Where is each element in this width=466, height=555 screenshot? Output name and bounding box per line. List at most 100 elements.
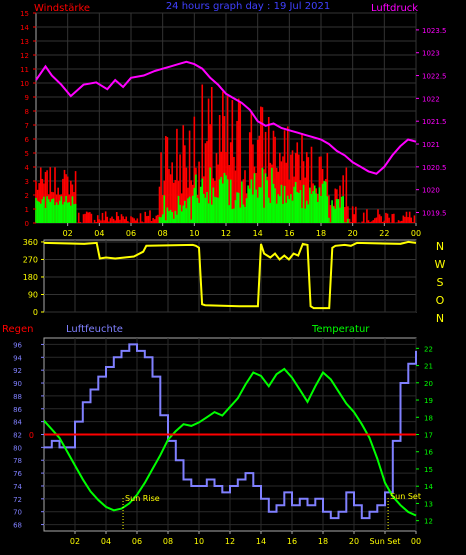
humidity-x-tick-label: 16 — [287, 537, 297, 546]
humidity-y-tick-label: 68 — [13, 522, 22, 530]
wind-x-tick-label: 08 — [158, 229, 168, 238]
humidity-y-tick-label: 90 — [13, 380, 22, 388]
wind-y-tick-label: 10 — [20, 80, 29, 88]
wind-y-tick-label: 3 — [25, 178, 29, 186]
humidity-y-tick-label: 88 — [13, 393, 22, 401]
humidity-x-tick-label: 00 — [411, 537, 421, 546]
pressure-y-tick-label: 1023.5 — [422, 27, 447, 35]
wind-x-tick-label: 12 — [221, 229, 231, 238]
temperature-y-tick-label: 17 — [424, 432, 433, 440]
humidity-temperature-panel: Regen Luftfeuchte Temperatur 68 70 72 74 76 7… — [2, 324, 433, 546]
wind-y-tick-label: 7 — [25, 122, 29, 130]
humidity-x-tick-label: Sun Set — [370, 537, 401, 546]
wind-x-tick-label: 02 — [63, 229, 73, 238]
wind-x-tick-label: 00 — [411, 229, 421, 238]
rain-axis-label: Regen — [2, 324, 34, 335]
wind-x-ticks: 02 04 06 08 10 12 14 16 18 20 22 00 — [63, 223, 421, 238]
humidity-y-tick-label: 72 — [13, 496, 22, 504]
humidity-x-tick-label: 08 — [163, 537, 173, 546]
wind-axis-label: Windstärke — [34, 3, 90, 14]
humidity-x-tick-label: 04 — [101, 537, 111, 546]
humidity-y-ticks: 68 70 72 74 76 78 80 82 84 86 88 90 92 94 96 — [13, 341, 44, 530]
sun-annotations: Sun Rise Sun Set — [122, 492, 421, 531]
wind-x-tick-label: 18 — [316, 229, 326, 238]
temperature-y-tick-label: 20 — [424, 380, 433, 388]
temperature-label: Temperatur — [311, 324, 370, 335]
temperature-y-tick-label: 13 — [424, 500, 433, 508]
humidity-y-tick-label: 80 — [13, 444, 22, 452]
direction-grid — [44, 240, 417, 313]
wind-x-tick-label: 14 — [253, 229, 263, 238]
wind-direction-line — [43, 240, 417, 310]
pressure-y-tick-label: 1022.5 — [422, 73, 447, 81]
humidity-y-tick-label: 70 — [13, 509, 22, 517]
wind-y-tick-label: 0 — [25, 220, 29, 228]
wind-x-tick-label: 16 — [284, 229, 294, 238]
temperature-y-tick-label: 15 — [424, 466, 433, 474]
humidity-x-tick-label: 02 — [70, 537, 80, 546]
humidity-label: Luftfeuchte — [66, 324, 123, 335]
wind-y-tick-label: 12 — [20, 52, 29, 60]
humidity-x-tick-label: 18 — [318, 537, 328, 546]
temperature-y-tick-label: 21 — [424, 363, 433, 371]
wind-y-tick-label: 8 — [25, 108, 29, 116]
wind-pressure-panel: Windstärke 24 hours graph day : 19 Jul 2… — [20, 1, 446, 238]
wind-x-tick-label: 06 — [126, 229, 136, 238]
pressure-y-tick-label: 1021 — [422, 141, 440, 149]
wind-y-tick-label: 13 — [20, 38, 29, 46]
humidity-x-tick-label: 10 — [194, 537, 204, 546]
humidity-y-tick-label: 82 — [13, 432, 22, 440]
wind-x-tick-label: 20 — [348, 229, 358, 238]
temperature-y-ticks: 12 13 14 15 16 17 18 19 20 21 22 — [416, 345, 433, 526]
humidity-x-ticks: 02 04 06 08 10 12 14 16 18 20 Sun Set 00 — [70, 531, 421, 546]
humidity-y-tick-label: 76 — [13, 470, 22, 478]
compass-label: W — [435, 258, 446, 271]
wind-x-tick-label: 04 — [94, 229, 104, 238]
wind-y-tick-label: 14 — [20, 24, 29, 32]
humidity-x-tick-label: 14 — [256, 537, 266, 546]
wind-y-tick-label: 6 — [25, 136, 30, 144]
humidity-y-tick-label: 94 — [13, 354, 22, 362]
pressure-y-tick-label: 1020.5 — [422, 164, 447, 172]
compass-label: O — [436, 294, 445, 307]
wind-bars — [35, 84, 416, 223]
humidity-grid — [44, 338, 417, 531]
compass-label: N — [436, 240, 444, 253]
wind-y-tick-label: 2 — [25, 192, 29, 200]
compass-label: S — [437, 276, 444, 289]
temperature-y-tick-label: 16 — [424, 449, 433, 457]
humidity-y-tick-label: 84 — [13, 419, 22, 427]
temperature-y-tick-label: 14 — [424, 483, 433, 491]
temperature-y-tick-label: 18 — [424, 414, 433, 422]
humidity-y-tick-label: 86 — [13, 406, 22, 414]
direction-y-ticks: 0 90 180 270 360 — [23, 238, 44, 317]
pressure-y-tick-label: 1019.5 — [422, 210, 447, 218]
pressure-y-tick-label: 1021.5 — [422, 118, 447, 126]
pressure-y-ticks: 1019.5 1020 1020.5 1021 1021.5 1022 1022.5 1023… — [416, 27, 447, 218]
pressure-y-tick-label: 1022 — [422, 95, 440, 103]
pressure-axis-label: Luftdruck — [371, 3, 418, 14]
pressure-line-group — [35, 60, 417, 175]
humidity-x-tick-label: 06 — [132, 537, 142, 546]
humidity-x-tick-label: 20 — [349, 537, 359, 546]
sunrise-label: Sun Rise — [125, 494, 160, 503]
direction-y-tick-label: 90 — [28, 290, 38, 299]
rain-zero-label: 0 — [29, 431, 34, 440]
chart-title: 24 hours graph day : 19 Jul 2021 — [166, 1, 330, 12]
humidity-temperature-lines — [43, 343, 417, 520]
wind-x-tick-label: 10 — [189, 229, 199, 238]
temperature-line — [43, 367, 417, 517]
wind-y-tick-label: 15 — [20, 10, 29, 18]
wind-y-tick-label: 4 — [25, 164, 30, 172]
compass-label: N — [436, 312, 444, 325]
direction-y-tick-label: 180 — [23, 273, 38, 282]
temperature-y-tick-label: 22 — [424, 345, 433, 353]
direction-line-group — [43, 240, 417, 310]
humidity-line — [44, 343, 417, 520]
pressure-y-tick-label: 1020 — [422, 187, 440, 195]
wind-y-tick-label: 1 — [25, 206, 29, 214]
wind-y-tick-label: 5 — [25, 150, 29, 158]
